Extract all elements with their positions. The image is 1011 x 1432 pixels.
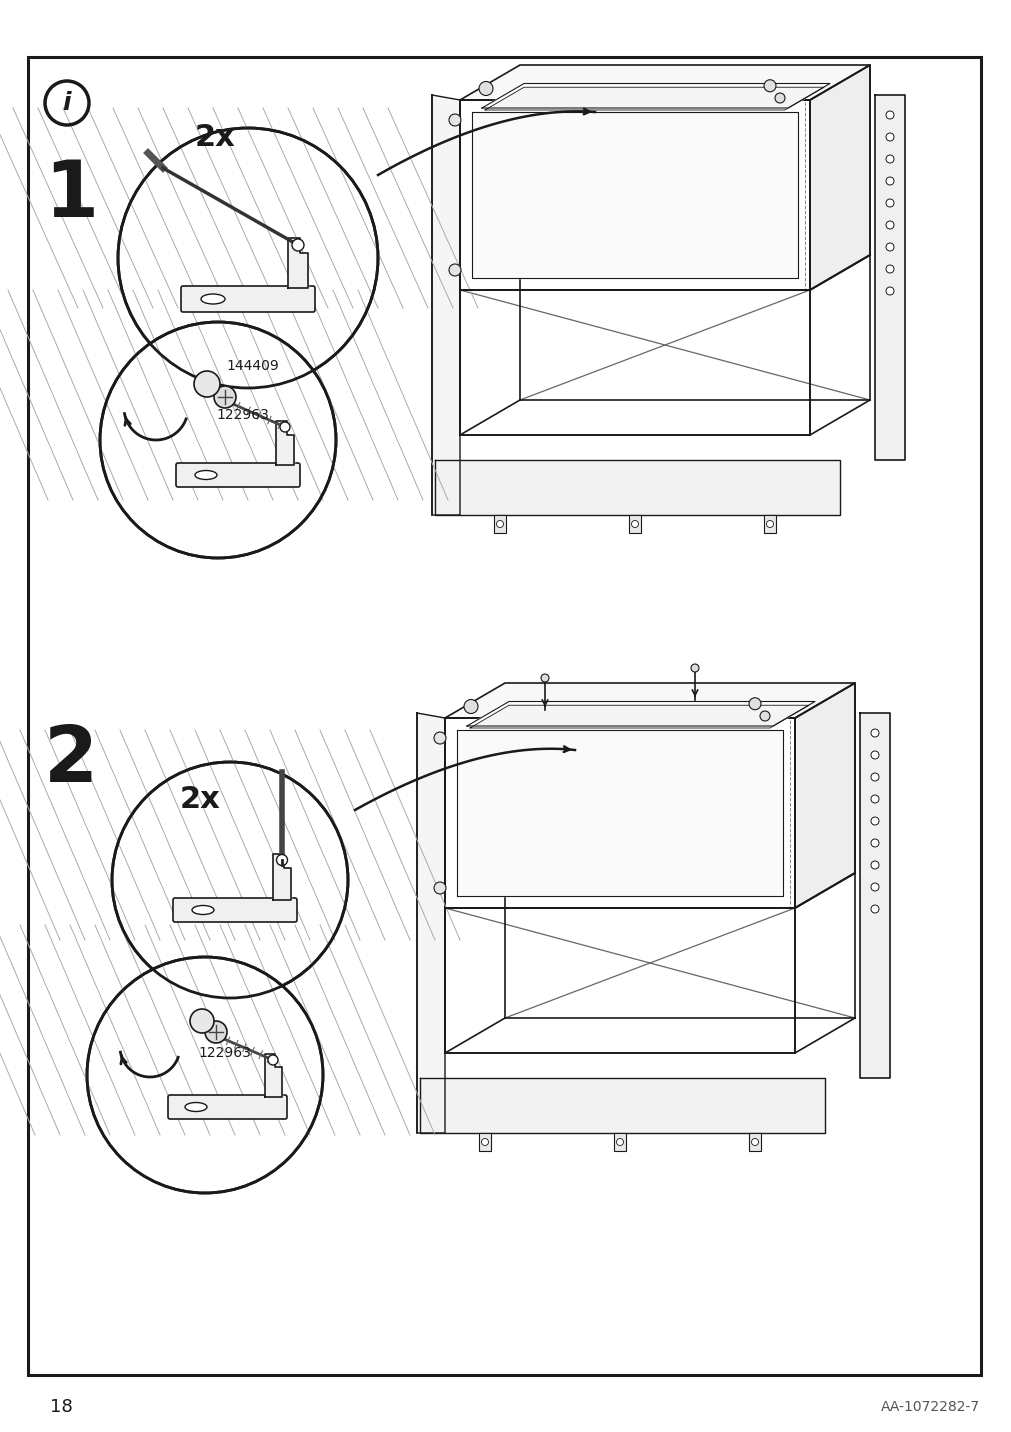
Polygon shape (481, 83, 829, 107)
Text: 2: 2 (43, 722, 98, 798)
Polygon shape (420, 1078, 824, 1133)
Polygon shape (809, 64, 869, 291)
Ellipse shape (201, 294, 224, 304)
Circle shape (190, 1010, 213, 1032)
Circle shape (870, 861, 879, 869)
Ellipse shape (195, 471, 216, 480)
Circle shape (885, 221, 893, 229)
Circle shape (885, 133, 893, 140)
Text: 122963: 122963 (198, 1045, 251, 1060)
Circle shape (118, 127, 378, 388)
Circle shape (463, 699, 477, 713)
Circle shape (478, 82, 492, 96)
Circle shape (870, 773, 879, 780)
Ellipse shape (192, 905, 213, 915)
Polygon shape (288, 238, 307, 288)
Text: i: i (63, 92, 71, 115)
Text: 18: 18 (50, 1398, 73, 1416)
Circle shape (759, 712, 769, 720)
Bar (748, 1133, 760, 1151)
Circle shape (434, 732, 446, 745)
Circle shape (100, 322, 336, 558)
Polygon shape (484, 87, 823, 110)
Circle shape (292, 239, 303, 251)
Circle shape (616, 1138, 623, 1146)
Text: AA-1072282-7: AA-1072282-7 (880, 1400, 979, 1413)
Text: 2x: 2x (195, 123, 236, 152)
Circle shape (885, 265, 893, 274)
Circle shape (870, 750, 879, 759)
Circle shape (87, 957, 323, 1193)
Text: 1: 1 (43, 158, 98, 233)
Polygon shape (276, 421, 294, 465)
Circle shape (885, 199, 893, 208)
Circle shape (748, 697, 760, 710)
Bar (614, 1133, 626, 1151)
Circle shape (870, 905, 879, 914)
Circle shape (763, 80, 775, 92)
Circle shape (870, 729, 879, 737)
Bar (629, 516, 640, 533)
Circle shape (691, 664, 699, 672)
FancyBboxPatch shape (173, 898, 296, 922)
Polygon shape (417, 713, 445, 1133)
Polygon shape (460, 64, 869, 100)
Bar (493, 516, 506, 533)
Circle shape (449, 263, 461, 276)
Circle shape (870, 839, 879, 846)
Polygon shape (469, 705, 808, 727)
Circle shape (205, 1021, 226, 1042)
Polygon shape (466, 702, 814, 726)
Bar (478, 1133, 490, 1151)
Polygon shape (457, 730, 783, 896)
Bar (763, 516, 775, 533)
Polygon shape (445, 683, 854, 717)
Circle shape (885, 178, 893, 185)
FancyBboxPatch shape (168, 1095, 287, 1118)
Circle shape (885, 286, 893, 295)
Circle shape (631, 520, 638, 527)
Text: 144409: 144409 (226, 359, 279, 372)
Circle shape (112, 762, 348, 998)
Polygon shape (859, 713, 889, 1078)
Circle shape (885, 243, 893, 251)
Circle shape (774, 93, 785, 103)
Circle shape (870, 795, 879, 803)
Circle shape (541, 674, 548, 682)
Circle shape (434, 882, 446, 894)
Circle shape (213, 387, 236, 408)
Polygon shape (432, 95, 460, 516)
Polygon shape (460, 100, 809, 291)
Polygon shape (875, 95, 904, 460)
Circle shape (481, 1138, 488, 1146)
Circle shape (885, 155, 893, 163)
Circle shape (885, 112, 893, 119)
Circle shape (870, 884, 879, 891)
FancyBboxPatch shape (181, 286, 314, 312)
Polygon shape (445, 717, 795, 908)
Circle shape (194, 371, 219, 397)
Circle shape (765, 520, 772, 527)
FancyBboxPatch shape (176, 463, 299, 487)
Polygon shape (435, 460, 839, 516)
Polygon shape (471, 112, 798, 278)
Text: 2x: 2x (180, 786, 220, 815)
Circle shape (870, 818, 879, 825)
Circle shape (751, 1138, 758, 1146)
Text: 122963: 122963 (216, 408, 269, 422)
Circle shape (268, 1055, 278, 1065)
Ellipse shape (185, 1103, 207, 1111)
Circle shape (280, 422, 290, 432)
Polygon shape (265, 1054, 282, 1097)
Circle shape (449, 115, 461, 126)
Circle shape (496, 520, 503, 527)
Polygon shape (273, 853, 291, 899)
Circle shape (276, 855, 287, 865)
Polygon shape (795, 683, 854, 908)
